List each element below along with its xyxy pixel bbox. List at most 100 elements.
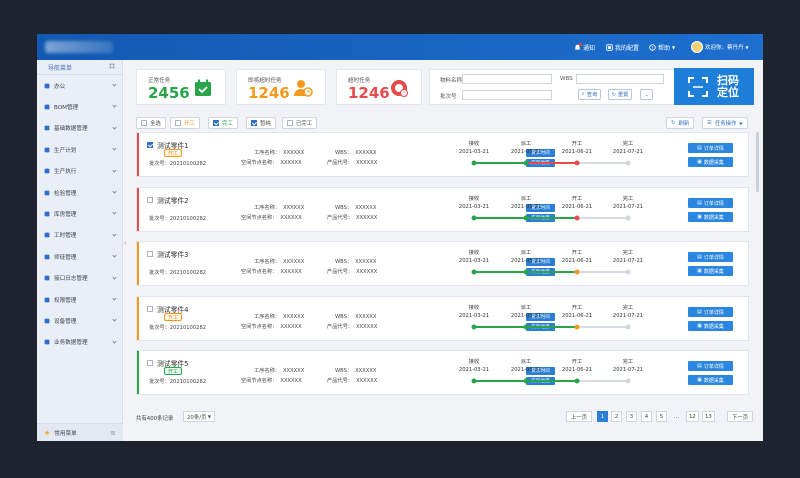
process-name: 工序名称： XXXXXX — [254, 205, 305, 211]
refresh-button[interactable]: ↻ 刷新 — [666, 117, 695, 129]
card-checkbox[interactable] — [147, 142, 153, 148]
card-checkbox[interactable] — [147, 360, 153, 366]
chevron-down-icon — [112, 189, 117, 194]
scrollbar[interactable] — [756, 132, 759, 192]
data-collect-button[interactable]: ▣ 数据采集 — [688, 375, 733, 385]
timeline-step-label: 开工 — [571, 141, 583, 147]
sidebar-item-3[interactable]: 基础数据管理 — [37, 118, 123, 139]
page-button[interactable]: 4 — [641, 411, 652, 422]
refresh-icon: ↻ — [671, 120, 676, 126]
sidebar-item-2[interactable]: BOM管理 — [37, 96, 123, 117]
card-checkbox[interactable] — [147, 251, 153, 257]
wbs-input[interactable] — [576, 74, 664, 84]
bom-icon — [44, 104, 50, 110]
timeline-segment — [526, 162, 577, 164]
timeline-date: 2021-03-21 — [458, 204, 490, 210]
next-page-button[interactable]: 下一页 — [727, 411, 753, 422]
task-card[interactable]: 测试零件5 开工 批次号：20210100282 工序名称： XXXXXX 空间节点名称：… — [136, 350, 749, 395]
status-stripe — [137, 188, 139, 231]
sidebar-item-8[interactable]: 工时管理 — [37, 225, 123, 246]
sidebar-item-4[interactable]: 生产计划 — [37, 139, 123, 160]
sidebar-item-11[interactable]: 权限管理 — [37, 289, 123, 310]
card-checkbox[interactable] — [147, 197, 153, 203]
timeline-segment — [577, 217, 628, 219]
sidebar-item-10[interactable]: 接口日志管理 — [37, 268, 123, 289]
sidebar-item-1[interactable]: 办公 — [37, 75, 123, 96]
page-button[interactable]: 3 — [626, 411, 637, 422]
sidebar-item-7[interactable]: 库房管理 — [37, 203, 123, 224]
page-button[interactable]: 1 — [597, 411, 608, 422]
status-badge: 开工 — [164, 313, 183, 321]
order-detail-button[interactable]: ▤ 订单详情 — [688, 198, 733, 208]
stat-soon-timeout[interactable]: 即将超时任务 1246 — [236, 69, 326, 105]
task-card[interactable]: 测试零件3 批次号：20210100282 工序名称： XXXXXX 空间节点名称： XX… — [136, 241, 749, 286]
task-card[interactable]: 测试零件1 开工 批次号：20210100282 工序名称： XXXXXX 空间节点名称：… — [136, 132, 749, 177]
scan-icon — [688, 76, 708, 97]
filter-start-chip[interactable]: 开工 — [170, 117, 200, 129]
status-stripe — [137, 297, 139, 340]
filter-pause-chip[interactable]: 暂纯 — [246, 117, 276, 129]
list-icon: ☰ — [707, 120, 712, 126]
data-collect-button[interactable]: ▣ 数据采集 — [688, 321, 733, 331]
reset-button[interactable]: ↻ 重置 — [608, 89, 632, 100]
inspect-icon — [44, 190, 50, 196]
task-card[interactable]: 测试零件2 批次号：20210100282 工序名称： XXXXXX 空间节点名称： XX… — [136, 187, 749, 232]
collect-icon: ▣ — [697, 323, 702, 329]
sidebar-item-5[interactable]: 生产执行 — [37, 161, 123, 182]
stat-timeout[interactable]: 超时任务 1246 ! — [336, 69, 422, 105]
page-button[interactable]: 13 — [702, 411, 715, 422]
sidebar-item-6[interactable]: 检验管理 — [37, 182, 123, 203]
business-icon — [44, 339, 50, 345]
batch-input[interactable] — [462, 90, 552, 100]
timeline-segment — [577, 271, 628, 273]
select-all-checkbox[interactable]: 全选 — [136, 117, 166, 129]
my-config-link[interactable]: 我的配置 — [606, 34, 639, 60]
timeline-node — [523, 269, 529, 275]
user-menu[interactable]: 欢迎你，蔡丹丹 ▼ — [691, 34, 749, 60]
filter-finished-chip[interactable]: 已完工 — [282, 117, 318, 129]
chevron-down-icon — [112, 339, 117, 344]
status-stripe — [137, 133, 139, 176]
sidebar-item-9[interactable]: 师徒管理 — [37, 246, 123, 267]
sidebar-item-12[interactable]: 设备管理 — [37, 310, 123, 331]
data-collect-button[interactable]: ▣ 数据采集 — [688, 266, 733, 276]
timeline-segment — [474, 380, 526, 382]
notice-link[interactable]: 通知 — [574, 34, 595, 60]
page-size-select[interactable]: 20条/页 ▼ — [183, 411, 215, 422]
timeline-date: 2021-03-21 — [458, 149, 490, 155]
scan-locate-button[interactable]: 扫码 定位 — [674, 68, 754, 105]
avatar — [691, 41, 703, 53]
sidebar-item-13[interactable]: 业务数据管理 — [37, 332, 123, 353]
task-ops-button[interactable]: ☰ 任务操作 ▼ — [702, 117, 748, 129]
material-name-input[interactable] — [462, 74, 552, 84]
caret-down-icon: ▼ — [739, 120, 743, 126]
timeline-date: 2021-06-21 — [561, 313, 593, 319]
order-detail-button[interactable]: ▤ 订单详情 — [688, 361, 733, 371]
data-collect-button[interactable]: ▣ 数据采集 — [688, 157, 733, 167]
order-detail-button[interactable]: ▤ 订单详情 — [688, 252, 733, 262]
page-button[interactable]: 2 — [611, 411, 622, 422]
timeline-step-label: 完工 — [622, 250, 634, 256]
expand-filter-button[interactable]: ⌄ — [640, 89, 653, 100]
task-card[interactable]: 测试零件4 开工 批次号：20210100282 工序名称： XXXXXX 空间节点名称：… — [136, 296, 749, 341]
page-button[interactable]: 12 — [686, 411, 699, 422]
help-menu[interactable]: ? 帮助 ▼ — [649, 34, 675, 60]
favorite-menu[interactable]: ★ 常用菜单 ≡ — [37, 423, 123, 441]
product-code: 产品代号： XXXXXX — [327, 215, 378, 221]
grid-icon[interactable] — [109, 63, 115, 71]
data-collect-button[interactable]: ▣ 数据采集 — [688, 212, 733, 222]
required-time-badge: 要求时间 — [526, 367, 555, 375]
timeline-date: 2021-05-21 — [510, 313, 542, 319]
page-button[interactable]: 5 — [656, 411, 667, 422]
stat-normal[interactable]: 正常任务 2456 — [136, 69, 226, 105]
caret-down-icon: ▼ — [207, 414, 211, 419]
collapse-sidebar-icon[interactable]: › — [124, 240, 127, 247]
card-checkbox[interactable] — [147, 306, 153, 312]
order-detail-button[interactable]: ▤ 订单详情 — [688, 307, 733, 317]
order-detail-button[interactable]: ▤ 订单详情 — [688, 143, 733, 153]
search-button[interactable]: ⌕ 查询 — [578, 89, 601, 100]
wbs-field: WBS： XXXXXX — [335, 205, 377, 211]
filter-complete-chip[interactable]: 完工 — [208, 117, 238, 129]
filter-panel: 物料名称 WBS 批次号 ⌕ 查询 ↻ 重置 ⌄ — [429, 69, 693, 105]
prev-page-button[interactable]: 上一页 — [566, 411, 592, 422]
